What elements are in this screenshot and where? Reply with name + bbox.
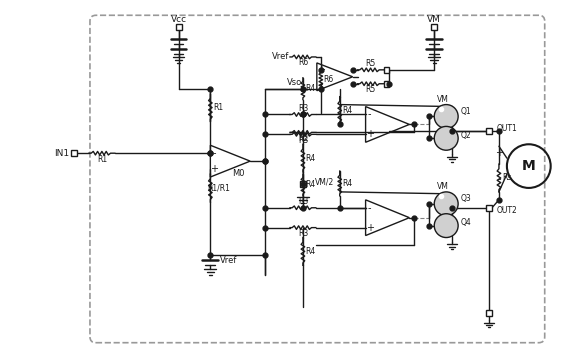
Text: R3: R3 — [298, 104, 308, 113]
Text: R3: R3 — [298, 197, 308, 206]
Text: R6: R6 — [298, 58, 308, 67]
Text: +: + — [210, 164, 218, 174]
Text: -: - — [368, 203, 371, 213]
Text: -: - — [368, 110, 371, 120]
Text: M: M — [522, 159, 536, 173]
Text: R5: R5 — [366, 59, 376, 68]
Text: VM: VM — [428, 15, 441, 24]
Text: R4: R4 — [306, 247, 316, 256]
Text: +: + — [317, 65, 325, 75]
Bar — [176, 24, 181, 30]
Text: Vref: Vref — [272, 52, 289, 62]
Bar — [486, 310, 492, 316]
Text: VM/2: VM/2 — [315, 178, 334, 187]
Text: R5: R5 — [366, 85, 376, 94]
Text: Vcc: Vcc — [171, 15, 187, 24]
Bar — [431, 24, 437, 30]
Text: Q2: Q2 — [460, 131, 471, 140]
Text: Q1: Q1 — [460, 107, 471, 116]
Text: OUT2: OUT2 — [497, 206, 518, 215]
Text: VM: VM — [437, 95, 449, 104]
Text: -: - — [213, 148, 216, 158]
Text: R1/R1: R1/R1 — [207, 183, 230, 193]
Text: R1: R1 — [97, 155, 107, 164]
Text: -: - — [319, 79, 323, 89]
Text: R4: R4 — [342, 106, 353, 115]
Text: -: - — [497, 174, 501, 184]
Circle shape — [434, 105, 458, 129]
Text: M0: M0 — [232, 168, 244, 178]
Circle shape — [434, 214, 458, 237]
Text: +: + — [495, 148, 503, 158]
Text: Rs: Rs — [502, 173, 511, 183]
Circle shape — [434, 192, 458, 216]
Bar — [383, 81, 390, 87]
Text: R2: R2 — [298, 134, 308, 143]
Text: R4: R4 — [342, 179, 353, 188]
Circle shape — [434, 126, 458, 150]
Text: Vso: Vso — [287, 78, 303, 87]
Text: Vref: Vref — [221, 256, 238, 265]
Text: +: + — [366, 222, 374, 232]
Text: R6: R6 — [324, 75, 334, 84]
Text: +: + — [366, 129, 374, 139]
Text: R1: R1 — [213, 103, 223, 112]
Text: VM: VM — [437, 182, 449, 192]
Bar — [71, 150, 77, 156]
Text: R4: R4 — [306, 180, 316, 189]
Bar — [486, 205, 492, 211]
Text: R4: R4 — [306, 84, 316, 93]
Bar — [383, 67, 390, 73]
Text: IN1: IN1 — [54, 149, 69, 158]
Bar — [486, 129, 492, 134]
Text: Q3: Q3 — [460, 194, 471, 203]
Text: OUT1: OUT1 — [497, 124, 518, 133]
Text: R3: R3 — [298, 136, 308, 145]
Text: Q4: Q4 — [460, 218, 471, 227]
Bar — [300, 181, 306, 187]
Text: R4: R4 — [306, 154, 316, 163]
Text: R3: R3 — [298, 229, 308, 238]
